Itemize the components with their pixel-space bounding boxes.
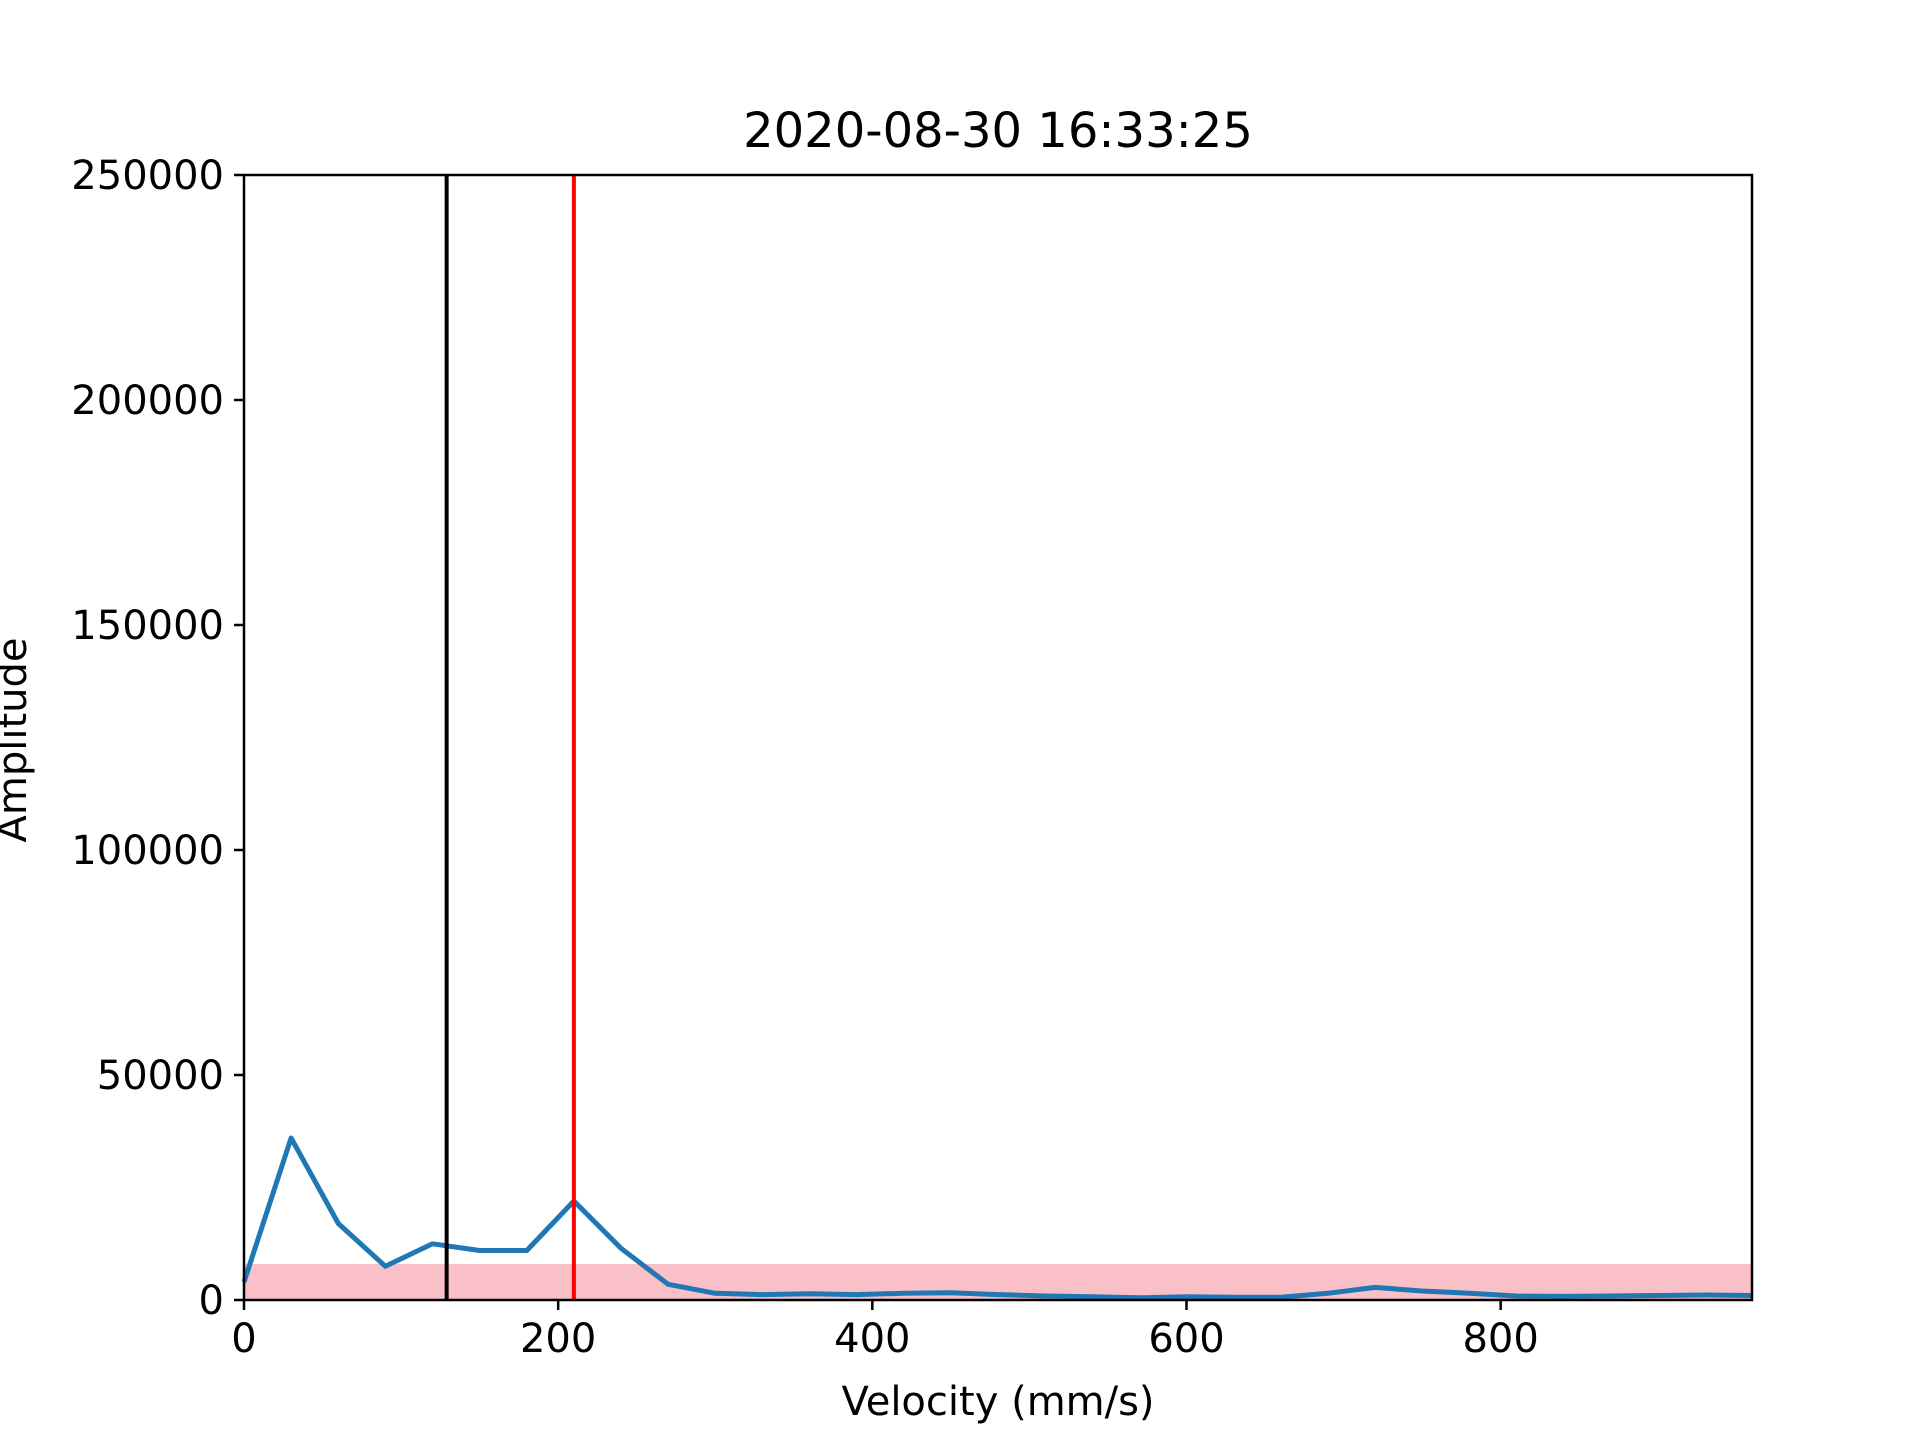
y-axis-label: Amplitude (0, 638, 36, 843)
y-tick-label: 50000 (97, 1053, 224, 1099)
x-tick-label: 400 (834, 1316, 910, 1362)
y-tick-label: 150000 (71, 603, 224, 649)
x-tick-label: 200 (520, 1316, 596, 1362)
x-tick-label: 600 (1148, 1316, 1224, 1362)
y-tick-label: 250000 (71, 153, 224, 199)
axes-frame (242, 173, 1754, 1302)
series-line-0 (241, 1135, 1753, 1301)
plot-area: 0 200 400 600 800 0 50000 100000 150000 200000 250… (71, 153, 1754, 1362)
y-tick-label: 0 (199, 1278, 224, 1324)
x-axis-label: Velocity (mm/s) (841, 1379, 1154, 1425)
y-tick-label: 200000 (71, 378, 224, 424)
x-tick-label: 800 (1462, 1316, 1538, 1362)
y-tick-label: 100000 (71, 828, 224, 874)
x-tick-label: 0 (231, 1316, 256, 1362)
chart-title: 2020-08-30 16:33:25 (743, 103, 1253, 159)
